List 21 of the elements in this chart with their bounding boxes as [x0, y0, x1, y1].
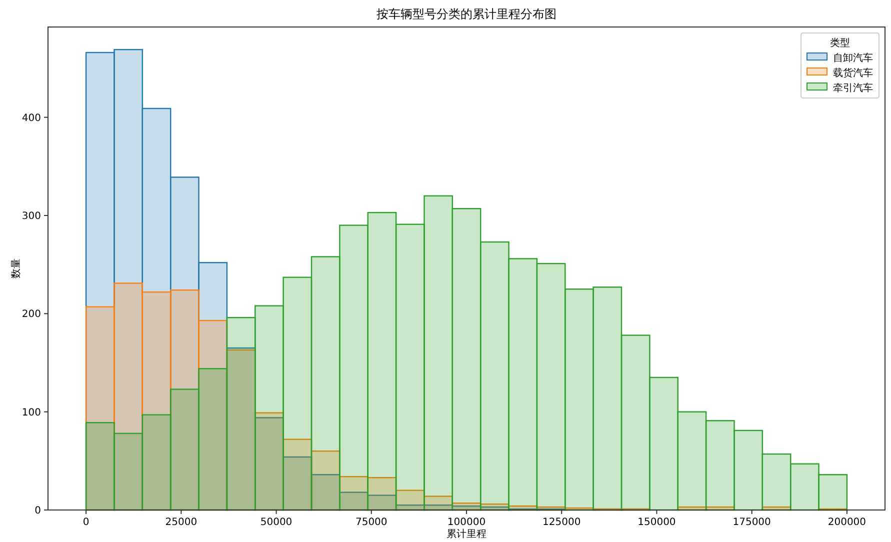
x-tick-label: 0 [82, 517, 90, 528]
y-tick-label: 200 [22, 309, 41, 320]
y-axis-title: 数量 [11, 258, 22, 278]
y-tick-label: 0 [34, 506, 41, 516]
x-tick-label: 75000 [355, 517, 388, 528]
x-tick-label: 200000 [828, 517, 866, 528]
y-tick-label: 300 [22, 210, 41, 222]
y-tick-label: 400 [22, 112, 41, 124]
chart-title: 按车辆型号分类的累计里程分布图 [376, 7, 556, 21]
x-tick-label: 150000 [638, 517, 676, 528]
x-tick-label: 50000 [260, 517, 292, 528]
legend-title: 类型 [830, 37, 850, 49]
x-axis-title: 累计里程 [446, 528, 486, 540]
x-tick-label: 25000 [165, 517, 198, 528]
x-tick-label: 100000 [447, 517, 486, 528]
y-tick-label: 100 [22, 407, 41, 418]
x-tick-label: 175000 [732, 517, 771, 528]
legend-label: 载货汽车 [833, 67, 873, 79]
x-tick-label: 125000 [542, 517, 581, 528]
legend-label: 自卸汽车 [833, 52, 873, 64]
legend-label: 牵引汽车 [833, 82, 873, 94]
